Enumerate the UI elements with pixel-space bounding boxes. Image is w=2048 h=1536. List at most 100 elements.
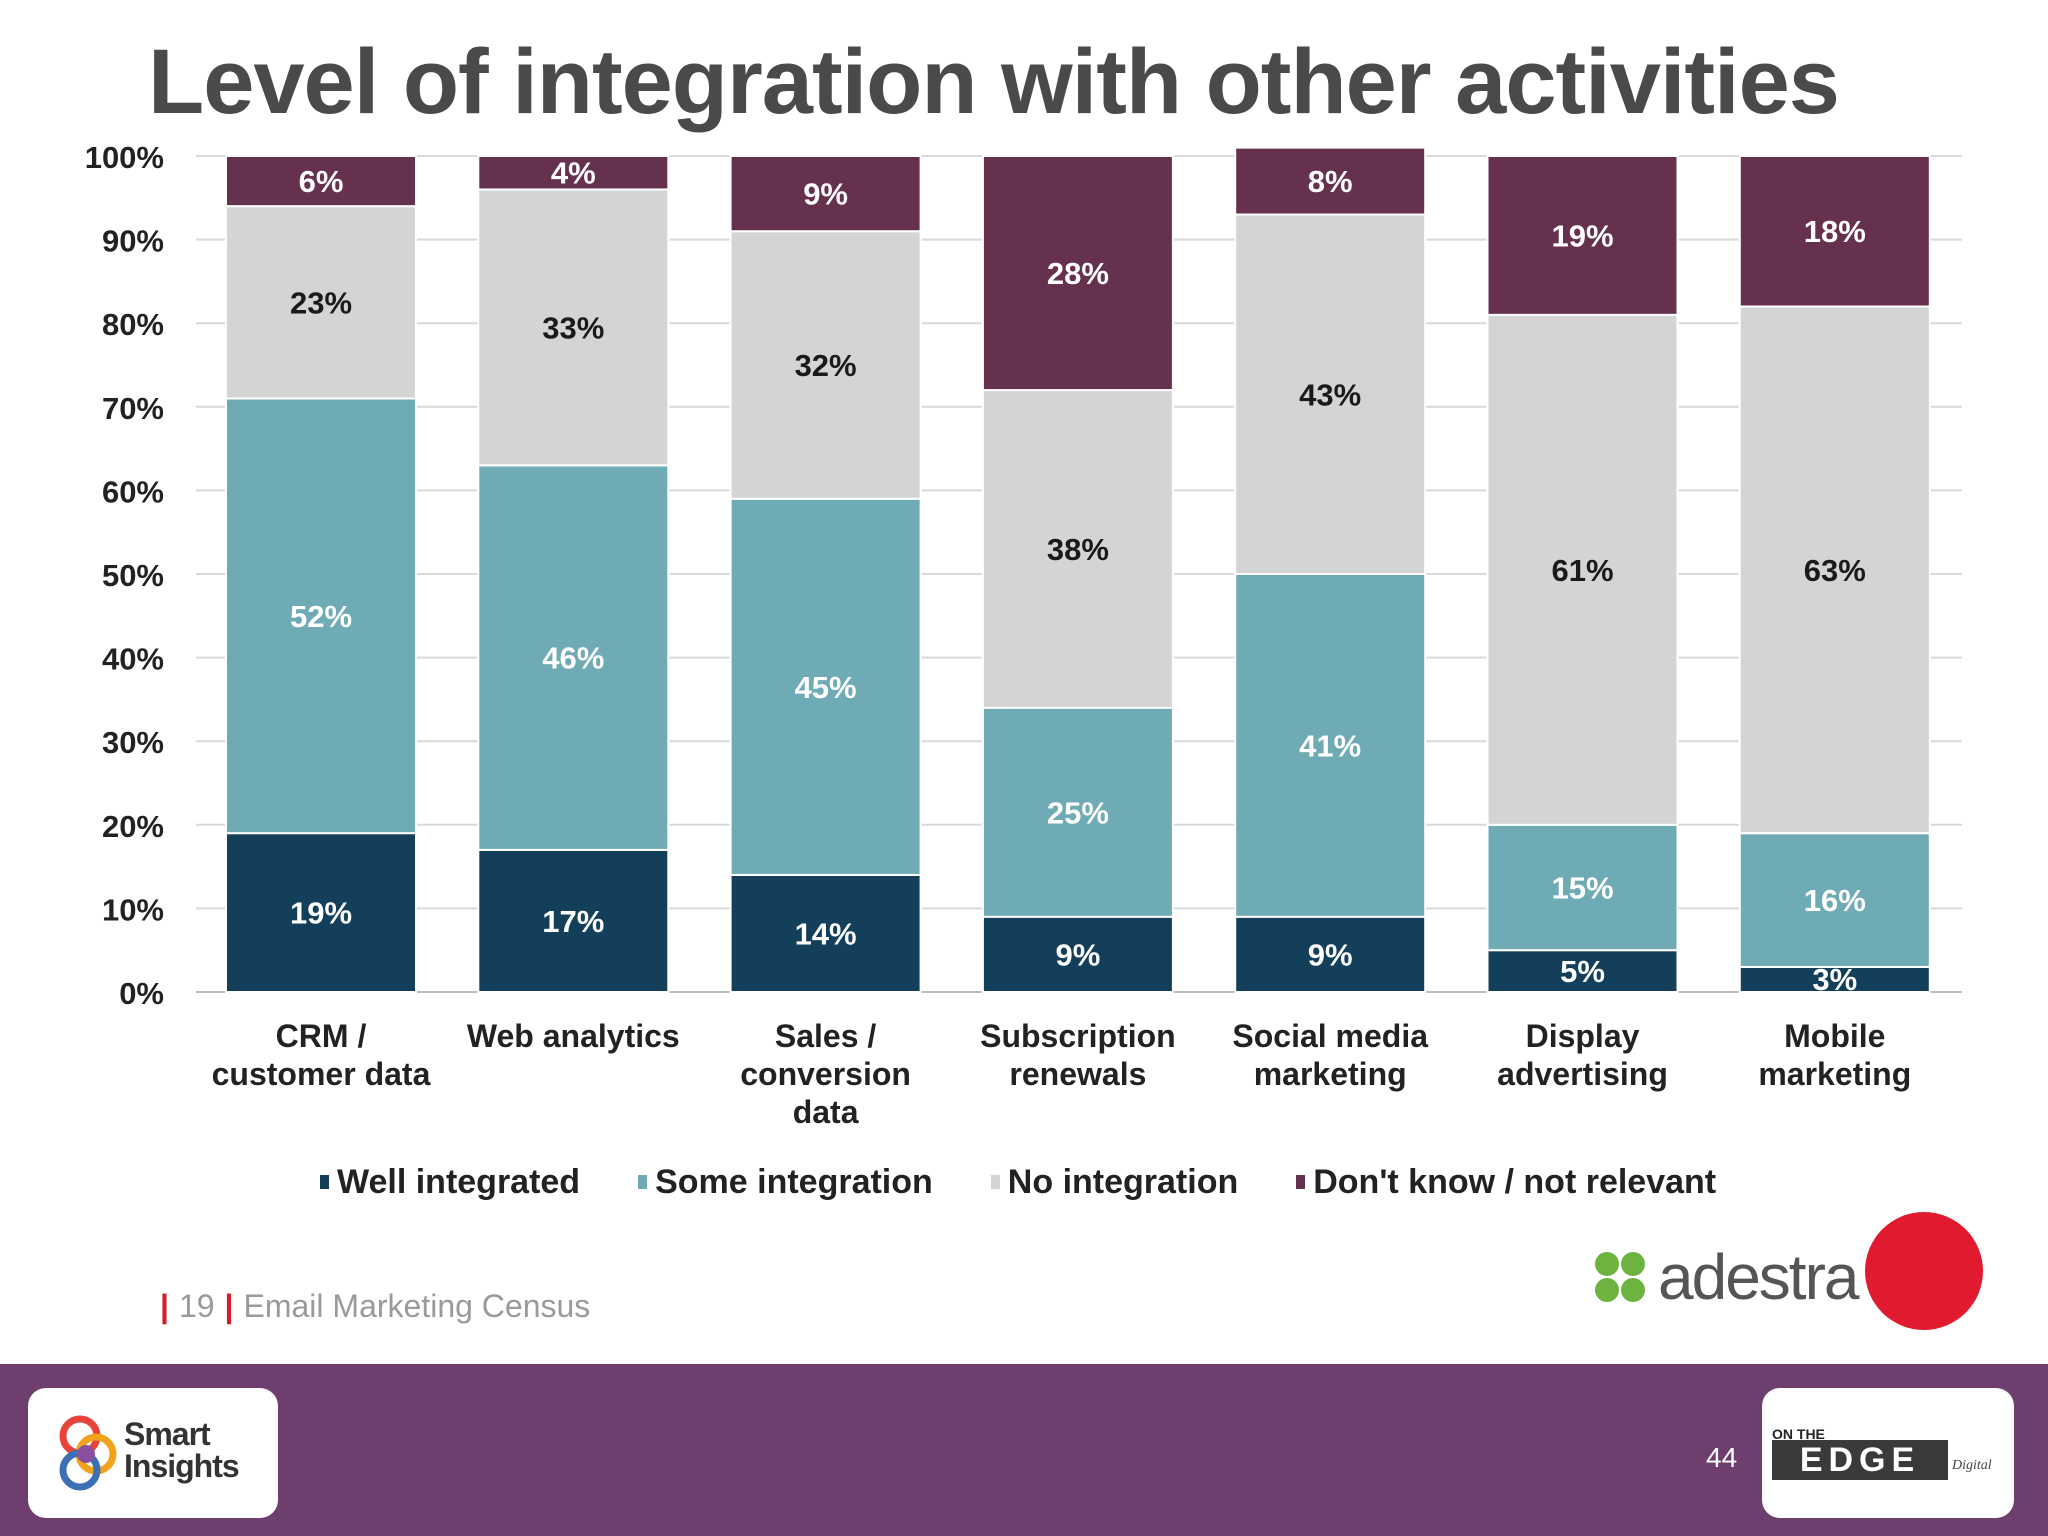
bar-segment [729,497,922,876]
bar-segment [225,832,417,993]
data-label: 9% [1055,937,1100,972]
data-label: 6% [299,164,344,199]
slide-number: 44 [1706,1442,1738,1473]
legend: Well integrated Some integration No inte… [320,1160,1774,1204]
y-tick-label: 80% [102,307,164,342]
adestra-clover-icon [1595,1252,1645,1302]
data-label: 17% [542,904,604,939]
legend-item-dontknow: Don't know / not relevant [1296,1163,1716,1202]
x-tick-label: conversion [740,1056,911,1092]
slide-footer: | 19 | Email Marketing Census [150,1288,590,1325]
smart-insights-logo: Smart Insights [28,1388,278,1518]
data-label: 14% [795,916,857,951]
legend-label-dontknow: Don't know / not relevant [1313,1162,1717,1201]
legend-label-none: No integration [1007,1162,1239,1201]
edge-logo-sub: Digital [1952,1458,1992,1473]
econsultancy-logo-icon [1865,1212,1983,1330]
smart-insights-rings-icon [59,1415,117,1491]
x-tick-label: advertising [1497,1056,1668,1092]
data-label: 61% [1551,553,1613,588]
x-tick-label: Display [1526,1018,1640,1054]
y-tick-label: 40% [102,642,164,677]
legend-item-some: Some integration [638,1163,933,1202]
x-tick-label: marketing [1758,1056,1911,1092]
data-label: 18% [1804,214,1866,249]
data-label: 16% [1804,883,1866,918]
bar-segment [729,873,922,994]
footer-divider: | [224,1288,234,1324]
bar-segment [1738,155,1931,308]
smart-insights-wordmark: Smart Insights [124,1416,240,1482]
bar-segment [1234,573,1427,918]
bar-segment [729,155,922,233]
data-label: 4% [551,156,596,191]
data-label: 46% [542,641,604,676]
x-tick-label: CRM / [276,1018,367,1054]
data-label: 9% [1308,937,1353,972]
data-label: 19% [290,896,352,931]
bar-segment [477,464,670,851]
data-label: 52% [290,599,352,634]
x-tick-label: renewals [1009,1056,1146,1092]
footer-page-number: 19 [178,1288,215,1324]
x-tick-label: data [793,1094,859,1130]
data-label: 38% [1047,532,1109,567]
legend-item-none: No integration [990,1162,1239,1202]
legend-item-well: Well integrated [320,1163,580,1202]
data-label: 19% [1551,218,1613,253]
adestra-wordmark: adestra [1658,1241,1859,1313]
bar-segment [981,706,1174,918]
bar-segment [1234,146,1427,216]
bar-segment [1738,965,1931,993]
x-tick-label: Web analytics [467,1018,680,1054]
bar-segment [477,155,670,191]
bar-segment [477,188,670,467]
chart-title: Level of integration with other activiti… [148,31,1840,133]
y-tick-label: 50% [102,558,164,593]
legend-label-some: Some integration [655,1162,933,1201]
bar-segment [981,389,1174,709]
y-tick-label: 100% [85,140,164,175]
footer-divider: | [160,1288,169,1324]
bar-segment [1234,915,1427,994]
legend-swatch-none [990,1175,1000,1189]
data-label: 15% [1551,871,1613,906]
bar-segment [225,155,417,208]
x-tick-label: Social media [1232,1018,1428,1054]
x-tick-label: Subscription [980,1018,1176,1054]
y-tick-label: 0% [119,976,164,1011]
legend-label-well: Well integrated [337,1162,581,1201]
on-the-edge-logo: ON THE EDGE Digital [1762,1388,2014,1518]
legend-swatch-dontknow [1296,1175,1306,1189]
edge-logo-main: EDGE [1772,1440,1948,1480]
data-label: 63% [1804,553,1866,588]
legend-swatch-some [638,1175,648,1189]
y-tick-label: 90% [102,224,164,259]
y-tick-label: 20% [102,809,164,844]
bar-segment [981,915,1174,994]
x-tick-label: marketing [1254,1056,1407,1092]
bar-segment [981,155,1174,392]
bar-segment [729,230,922,500]
data-label: 32% [795,348,857,383]
footer-source: Email Marketing Census [243,1288,591,1324]
data-label: 33% [542,310,604,345]
data-label: 41% [1299,728,1361,763]
bar-segment [1738,305,1931,835]
data-label: 45% [795,670,857,705]
slide: Level of integration with other activiti… [84,31,1983,1330]
bar-segment [1486,155,1679,316]
x-tick-label: Mobile [1784,1018,1885,1054]
y-tick-label: 30% [102,725,164,760]
data-label: 9% [803,177,848,212]
footer-band [0,1364,2048,1536]
bar-segment [477,848,670,993]
y-tick-label: 60% [102,474,164,509]
bar-segment [225,397,417,835]
data-label: 25% [1047,795,1109,830]
adestra-logo: adestra [1592,1240,1859,1314]
legend-swatch-well [320,1175,329,1189]
smart-insights-line-1: Smart [124,1416,211,1452]
x-tick-label: Sales / [775,1018,877,1054]
bar-segment [1486,313,1679,826]
